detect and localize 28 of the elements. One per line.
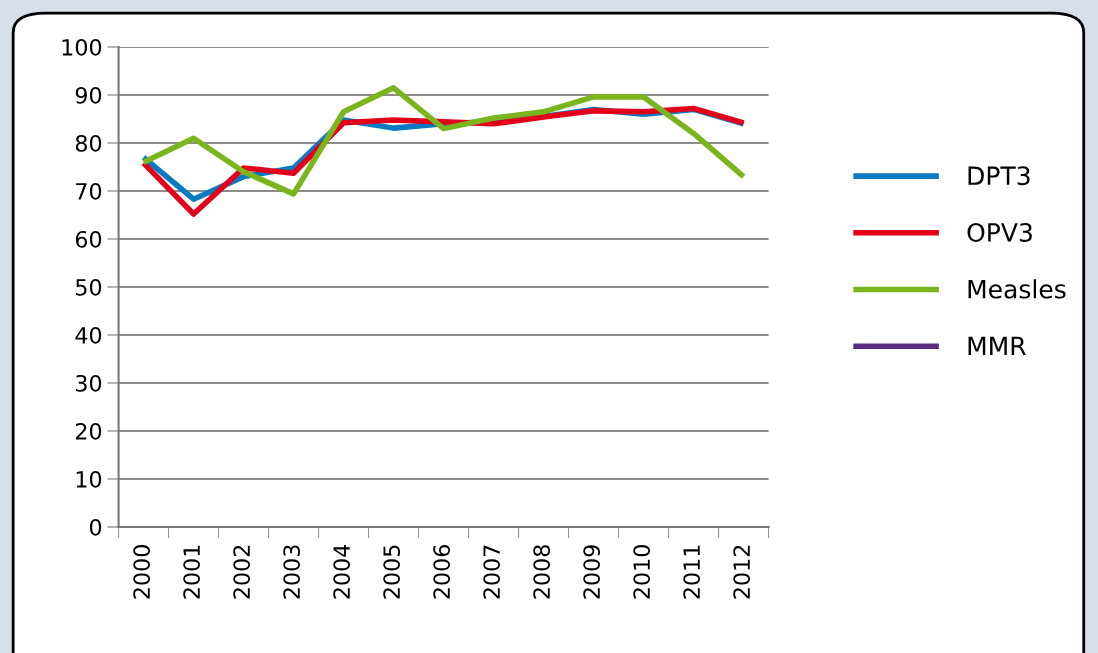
y-tick-label: 0 — [89, 518, 102, 536]
y-tick-label: 60 — [75, 230, 102, 248]
x-tick-label: 2012 — [733, 545, 751, 599]
y-tick-label: 40 — [75, 326, 102, 344]
legend-label: Measles — [968, 279, 1066, 299]
y-tick-label: 30 — [76, 374, 102, 392]
x-tick-label: 2005 — [383, 545, 401, 599]
y-tick-label: 90 — [75, 86, 102, 104]
y-tick-label: 20 — [75, 422, 102, 440]
y-tick-label: 70 — [76, 182, 102, 200]
x-tick-label: 2006 — [433, 545, 451, 599]
y-tick-label: 10 — [76, 470, 102, 488]
x-tick-label: 2008 — [533, 545, 551, 599]
y-tick-label: 100 — [62, 38, 102, 56]
y-tick-label: 50 — [76, 278, 102, 296]
legend-label: DPT3 — [968, 166, 1030, 186]
legend-label: MMR — [968, 336, 1026, 355]
x-tick-label: 2007 — [483, 545, 501, 599]
x-tick-label: 2009 — [583, 545, 601, 599]
x-tick-label: 2003 — [283, 545, 301, 599]
y-tick-label: 80 — [75, 134, 102, 152]
x-tick-label: 2010 — [633, 545, 651, 599]
legend-label: OPV3 — [967, 222, 1032, 242]
x-tick-label: 2000 — [133, 545, 151, 599]
x-tick-label: 2001 — [183, 545, 201, 599]
x-tick-label: 2004 — [333, 544, 351, 599]
x-tick-label: 2011 — [683, 545, 701, 599]
x-tick-label: 2002 — [233, 545, 251, 599]
